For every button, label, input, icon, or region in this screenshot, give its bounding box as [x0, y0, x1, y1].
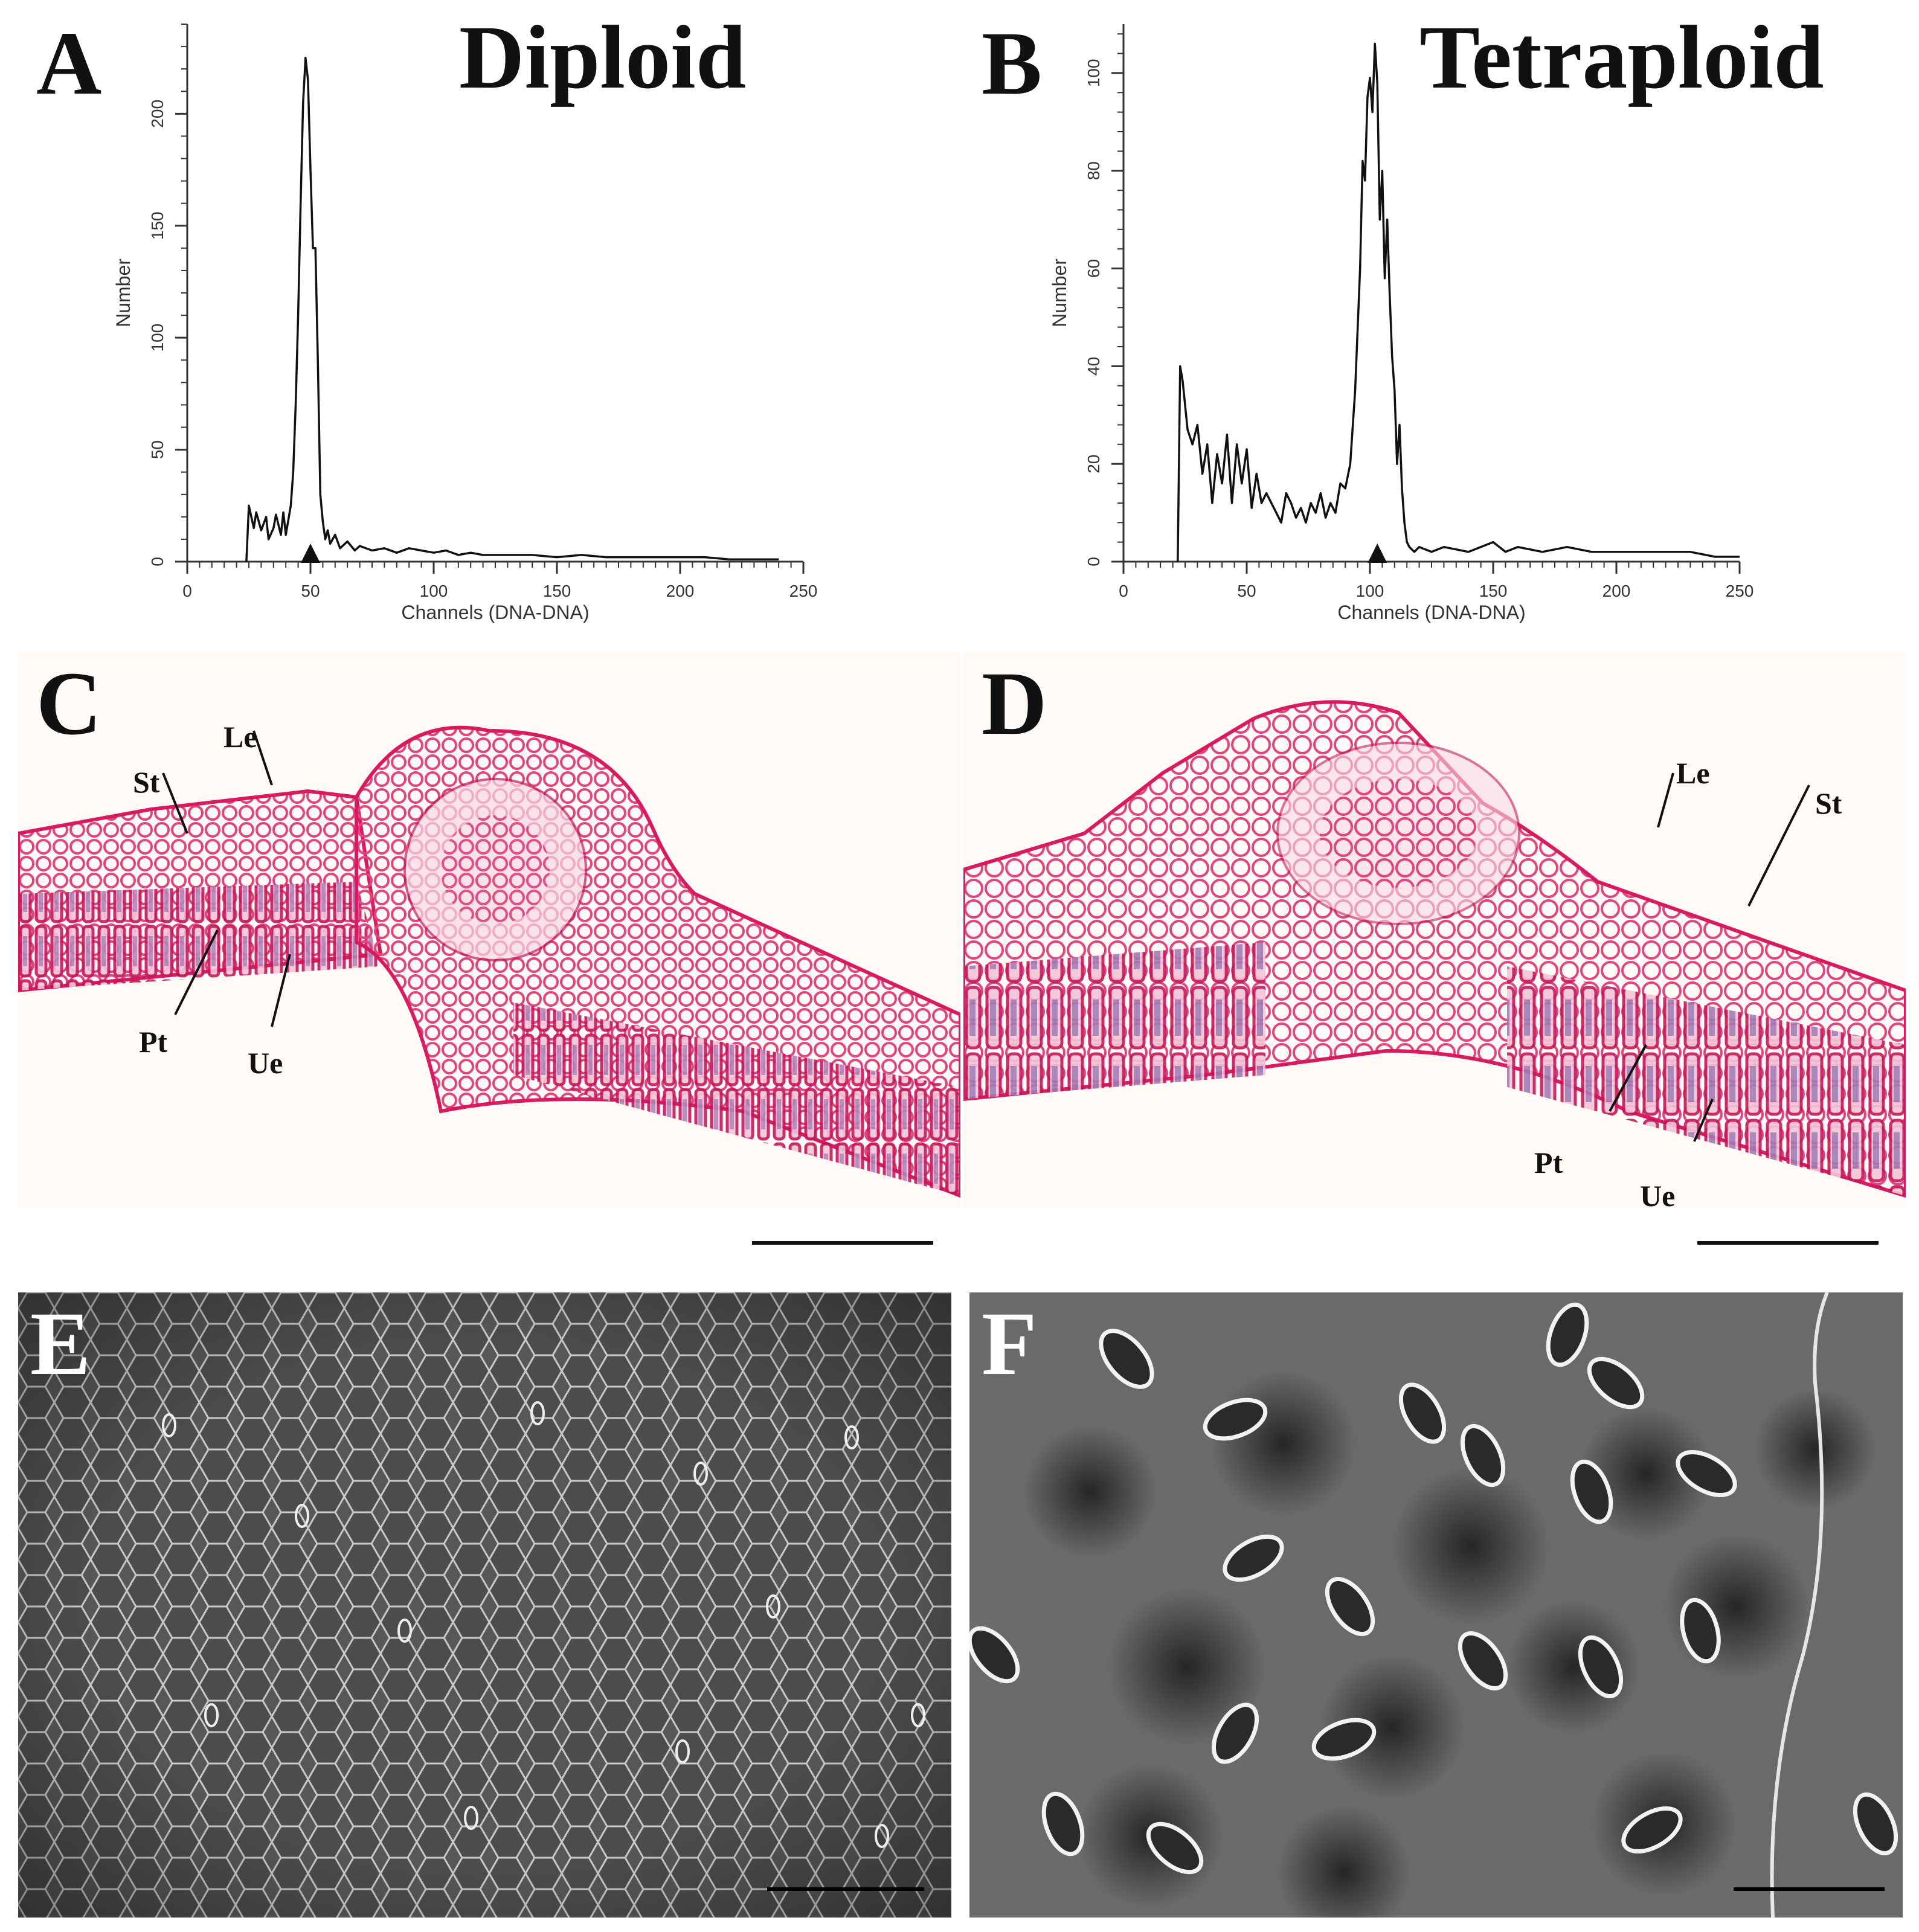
sem-leaf-surface-diploid [18, 1292, 951, 1918]
x-tick-label: 50 [1237, 582, 1256, 600]
x-tick-label: 200 [666, 582, 695, 600]
sem-drawing-e [18, 1292, 951, 1918]
x-tick-label: 0 [182, 582, 192, 600]
histogram-series-line [245, 56, 779, 562]
y-tick-label: 20 [1084, 455, 1103, 473]
peak-marker-triangle [301, 544, 320, 563]
y-tick-label: 150 [148, 211, 167, 240]
x-tick-label: 150 [1479, 582, 1508, 600]
panel-label-c: C [36, 653, 102, 754]
y-tick-label: 0 [1084, 557, 1103, 566]
flow-cytometry-histogram-tetraploid: 0 50 100 150 200 250 0 20 40 60 80 100 Channels (DNA… [1049, 24, 1754, 623]
label-palisade-tissue-c: Pt [139, 1025, 168, 1059]
label-upper-epidermis-d: Ue [1640, 1179, 1676, 1213]
label-palisade-tissue-d: Pt [1534, 1146, 1563, 1179]
label-lower-epidermis-d: Le [1676, 756, 1710, 790]
panel-label-f: F [982, 1294, 1037, 1394]
panel-label-d: D [982, 653, 1047, 754]
scale-bar-e [767, 1887, 924, 1891]
panel-label-a: A [36, 13, 102, 114]
leaf-cross-section-diploid [18, 652, 960, 1208]
y-tick-label: 50 [148, 440, 167, 459]
histogram-series-line [1177, 42, 1740, 562]
y-tick-label: 200 [148, 100, 167, 128]
panel-label-b: B [982, 13, 1043, 114]
x-tick-label: 250 [789, 582, 818, 600]
sem-leaf-surface-tetraploid [969, 1292, 1903, 1918]
y-tick-label: 60 [1084, 259, 1103, 278]
scale-bar-c [752, 1241, 933, 1245]
leaf-cross-section-tetraploid [963, 652, 1906, 1208]
x-tick-label: 150 [543, 582, 571, 600]
sem-drawing-f [969, 1292, 1903, 1918]
scale-bar-d [1697, 1241, 1879, 1245]
chart-title-diploid: Diploid [459, 7, 747, 108]
y-tick-label: 100 [148, 324, 167, 352]
y-axis-title: Number [112, 258, 134, 327]
label-stomata-c: St [133, 765, 160, 799]
y-tick-label: 100 [1084, 59, 1103, 88]
x-tick-label: 0 [1119, 582, 1128, 600]
cross-section-drawing-d [963, 700, 1906, 1198]
x-tick-label: 100 [1356, 582, 1384, 600]
x-tick-label: 100 [420, 582, 448, 600]
y-tick-label: 40 [1084, 357, 1103, 376]
peak-marker-triangle [1368, 544, 1387, 563]
y-tick-label: 80 [1084, 161, 1103, 180]
chart-title-tetraploid: Tetraploid [1419, 7, 1824, 108]
x-tick-label: 250 [1726, 582, 1754, 600]
label-stomata-d: St [1815, 786, 1842, 820]
flow-cytometry-histogram-diploid: 0 50 100 150 200 250 0 50 100 150 200 Channels (DNA… [112, 24, 818, 623]
x-tick-label: 200 [1602, 582, 1631, 600]
panel-label-e: E [30, 1294, 91, 1394]
label-lower-epidermis-c: Le [223, 720, 257, 754]
cross-section-drawing-c [18, 725, 960, 1198]
scale-bar-f [1734, 1887, 1885, 1891]
x-tick-label: 50 [301, 582, 320, 600]
y-tick-label: 0 [148, 557, 167, 566]
x-axis-title: Channels (DNA-DNA) [401, 602, 589, 623]
y-axis-title: Number [1049, 258, 1070, 327]
label-upper-epidermis-c: Ue [248, 1046, 283, 1080]
x-axis-title: Channels (DNA-DNA) [1337, 602, 1525, 623]
